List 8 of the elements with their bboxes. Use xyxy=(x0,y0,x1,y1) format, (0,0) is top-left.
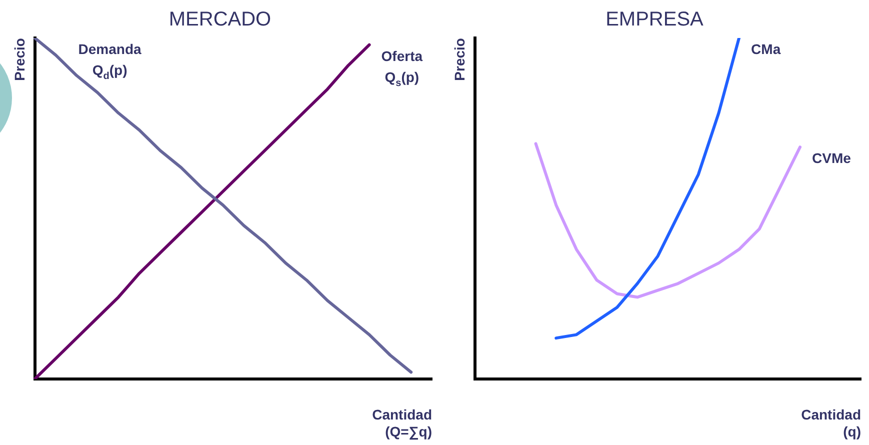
chart-title: EMPRESA xyxy=(606,8,704,31)
series-label: CVMe xyxy=(812,150,852,166)
x-axis-title: Cantidad (q) xyxy=(801,406,861,440)
chart-title: MERCADO xyxy=(168,8,272,31)
y-axis-title: Precio xyxy=(11,38,28,81)
y-axis-title: Precio xyxy=(451,38,468,81)
series-label: CMa xyxy=(751,41,781,57)
x-axis-title: Cantidad (Q=∑q) xyxy=(372,406,432,440)
